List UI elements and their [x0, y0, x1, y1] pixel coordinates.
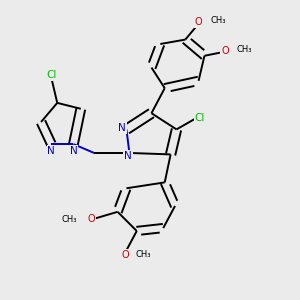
Text: O: O	[221, 46, 229, 56]
Text: N: N	[124, 151, 132, 161]
Text: Cl: Cl	[46, 70, 56, 80]
Text: Cl: Cl	[195, 112, 205, 123]
Text: N: N	[47, 146, 55, 156]
Text: CH₃: CH₃	[210, 16, 226, 25]
Text: O: O	[87, 214, 95, 224]
Text: CH₃: CH₃	[135, 250, 151, 259]
Text: O: O	[121, 250, 129, 260]
Text: N: N	[118, 123, 126, 133]
Text: CH₃: CH₃	[62, 215, 77, 224]
Text: N: N	[70, 146, 77, 156]
Text: CH₃: CH₃	[237, 45, 252, 54]
Text: O: O	[195, 17, 203, 27]
